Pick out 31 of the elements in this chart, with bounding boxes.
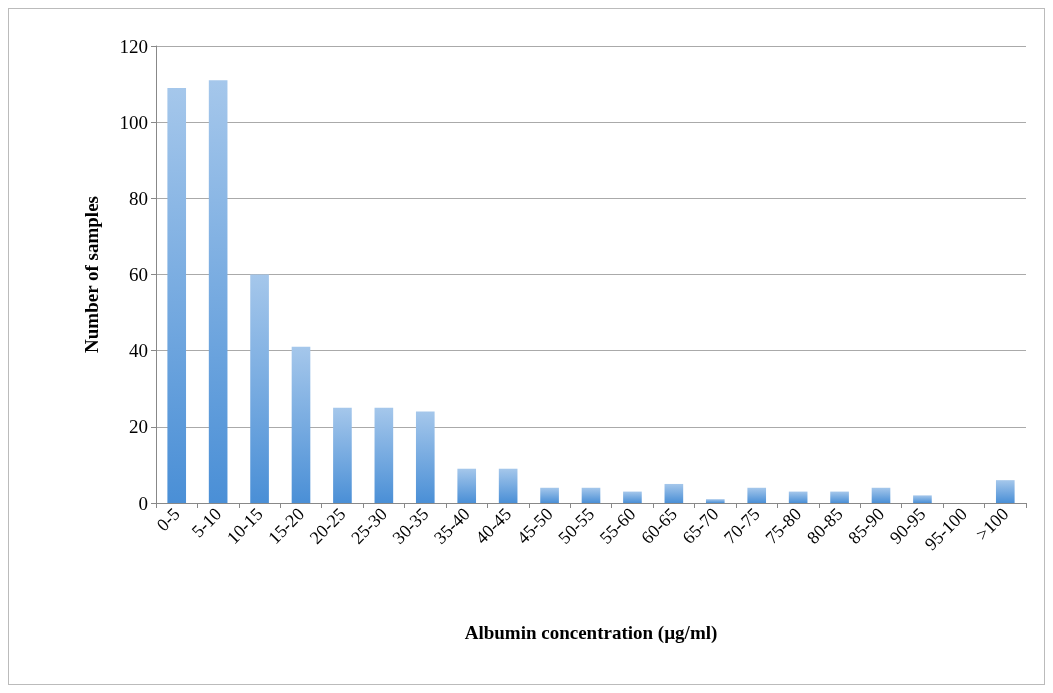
bar [913,495,932,503]
y-tick-label: 60 [129,264,148,285]
bar [788,491,808,503]
bar [747,487,767,503]
bar [498,468,518,503]
bar [415,411,435,503]
x-axis-title: Albumin concentration (µg/ml) [464,622,718,644]
bar [830,491,849,503]
y-tick-label: 80 [129,187,148,209]
y-axis-title: Number of samples [81,196,102,353]
x-tick-label: 5-10 [187,503,226,542]
bar [705,499,725,503]
y-tick-label: 0 [138,492,148,514]
bar [208,80,228,503]
x-tick-label: 0-5 [152,503,184,536]
bar [581,487,601,503]
y-tick-label: 100 [119,111,148,133]
bar [374,407,394,503]
y-tick-label: 40 [129,340,148,362]
bar [540,487,559,503]
y-tick-label: 20 [129,416,148,438]
bar [623,491,642,503]
y-tick-label: 120 [119,35,148,57]
bar [995,480,1015,503]
bar [457,468,477,503]
bar [291,346,311,503]
bar [333,407,352,503]
bar [167,87,187,503]
bar [664,483,684,503]
bar [871,487,891,503]
bar [250,274,269,503]
